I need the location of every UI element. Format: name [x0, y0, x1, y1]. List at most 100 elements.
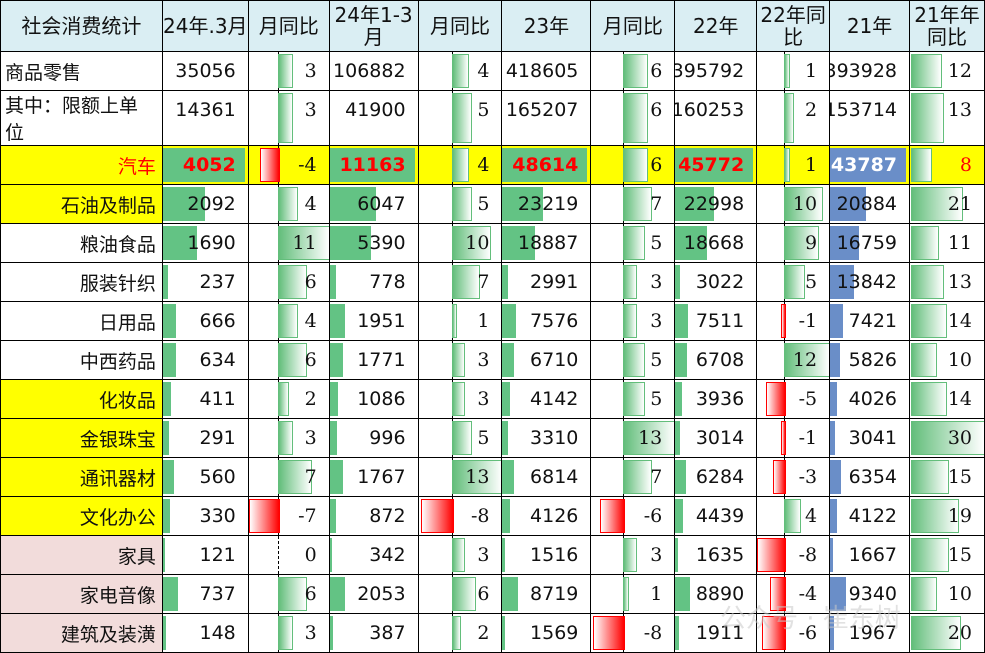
cell-value: 395792: [674, 60, 745, 82]
cell-value: 6708: [695, 349, 745, 371]
negative-data-bar: [421, 499, 454, 533]
positive-data-bar: [277, 304, 298, 338]
positive-data-bar: [277, 265, 308, 299]
cell-value: 778: [369, 271, 406, 293]
value-data-bar: [830, 499, 838, 533]
yoy-cell: 1: [590, 574, 676, 614]
column-header[interactable]: 月同比: [417, 0, 503, 52]
cell-value: 3: [304, 622, 317, 644]
cell-value: 8: [959, 154, 972, 176]
cell-value: 5: [477, 99, 490, 121]
column-header[interactable]: 23年: [501, 0, 592, 52]
column-header[interactable]: 21年年同比: [909, 0, 985, 52]
cell-value: 1516: [530, 544, 579, 566]
yoy-cell: -6: [590, 496, 676, 536]
value-cell: 778: [328, 262, 419, 302]
value-data-bar: [675, 148, 754, 182]
value-data-bar: [675, 577, 691, 611]
value-data-bar: [502, 421, 509, 455]
value-cell: 996: [328, 418, 419, 458]
positive-data-bar: [451, 304, 458, 338]
yoy-cell: 4: [756, 496, 831, 536]
column-header[interactable]: 24年.3月: [161, 0, 249, 52]
cell-value: 4126: [530, 505, 579, 527]
yoy-cell: 0: [247, 535, 330, 575]
positive-data-bar: [911, 148, 933, 182]
cell-value: -8: [798, 544, 818, 566]
positive-data-bar: [623, 421, 674, 455]
yoy-cell: -8: [417, 496, 503, 536]
yoy-cell: 8: [909, 145, 985, 185]
table-row: 中西药品 634 6 1771 3 6710 5 6708 12 5826 10: [0, 340, 985, 380]
cell-value: 5826: [848, 349, 898, 371]
cell-value: 6: [650, 60, 663, 82]
cell-value: -6: [798, 622, 818, 644]
yoy-cell: 6: [590, 145, 676, 185]
positive-data-bar: [784, 93, 794, 143]
value-cell: 35056: [161, 51, 249, 91]
cell-value: 7: [304, 466, 317, 488]
yoy-cell: 6: [590, 51, 676, 91]
yoy-cell: -7: [247, 496, 330, 536]
cell-value: 1967: [848, 622, 898, 644]
category-name: 建筑及装潢: [0, 613, 163, 653]
cell-value: 737: [199, 583, 236, 605]
value-cell: 45772: [674, 145, 758, 185]
column-header[interactable]: 21年: [829, 0, 911, 52]
positive-data-bar: [911, 460, 950, 494]
value-data-bar: [330, 187, 376, 221]
yoy-cell: 1: [756, 145, 831, 185]
value-cell: 291: [161, 418, 249, 458]
positive-data-bar: [451, 93, 473, 143]
value-cell: 3310: [501, 418, 592, 458]
cell-value: 3: [650, 310, 663, 332]
yoy-cell: 5: [590, 340, 676, 380]
cell-value: 7511: [695, 310, 745, 332]
cell-value: 45772: [678, 154, 745, 176]
category-name: 通讯器材: [0, 457, 163, 497]
positive-data-bar: [451, 265, 480, 299]
column-header[interactable]: 月同比: [247, 0, 330, 52]
cell-value: 20: [947, 622, 972, 644]
value-cell: 1967: [829, 613, 911, 653]
value-cell: 634: [161, 340, 249, 380]
cell-value: 666: [199, 310, 236, 332]
column-header[interactable]: 22年: [674, 0, 758, 52]
value-cell: 11163: [328, 145, 419, 185]
positive-data-bar: [784, 343, 829, 377]
cell-value: 1911: [695, 622, 745, 644]
yoy-cell: 1: [756, 51, 831, 91]
value-data-bar: [830, 382, 838, 416]
cell-value: 2991: [530, 271, 579, 293]
table-row: 石油及制品 2092 4 6047 5 23219 7 22998 10 20884 21: [0, 184, 985, 224]
value-cell: 6710: [501, 340, 592, 380]
cell-value: 18668: [683, 232, 745, 254]
value-data-bar: [330, 265, 336, 299]
column-header[interactable]: 社会消费统计: [0, 0, 163, 52]
column-header[interactable]: 月同比: [590, 0, 676, 52]
value-cell: 1771: [328, 340, 419, 380]
column-header[interactable]: 24年1-3月: [328, 0, 419, 52]
value-cell: 1086: [328, 379, 419, 419]
column-header[interactable]: 22年同比: [756, 0, 831, 52]
cell-value: -1: [798, 427, 818, 449]
cell-value: 6814: [530, 466, 579, 488]
cell-value: 7576: [530, 310, 579, 332]
value-data-bar: [675, 265, 681, 299]
cell-value: 21: [947, 193, 972, 215]
positive-data-bar: [277, 226, 329, 260]
positive-data-bar: [277, 460, 312, 494]
yoy-cell: 4: [247, 301, 330, 341]
value-cell: 237: [161, 262, 249, 302]
table-row: 通讯器材 560 7 1767 13 6814 7 6284 -3 6354 15: [0, 457, 985, 497]
yoy-cell: 14: [909, 301, 985, 341]
cell-value: 418605: [505, 60, 579, 82]
cell-value: 5: [650, 232, 663, 254]
cell-value: 7: [477, 271, 490, 293]
yoy-cell: 7: [590, 184, 676, 224]
value-cell: 18668: [674, 223, 758, 263]
value-data-bar: [502, 187, 544, 221]
cell-value: 1: [477, 310, 490, 332]
value-data-bar: [163, 304, 177, 338]
